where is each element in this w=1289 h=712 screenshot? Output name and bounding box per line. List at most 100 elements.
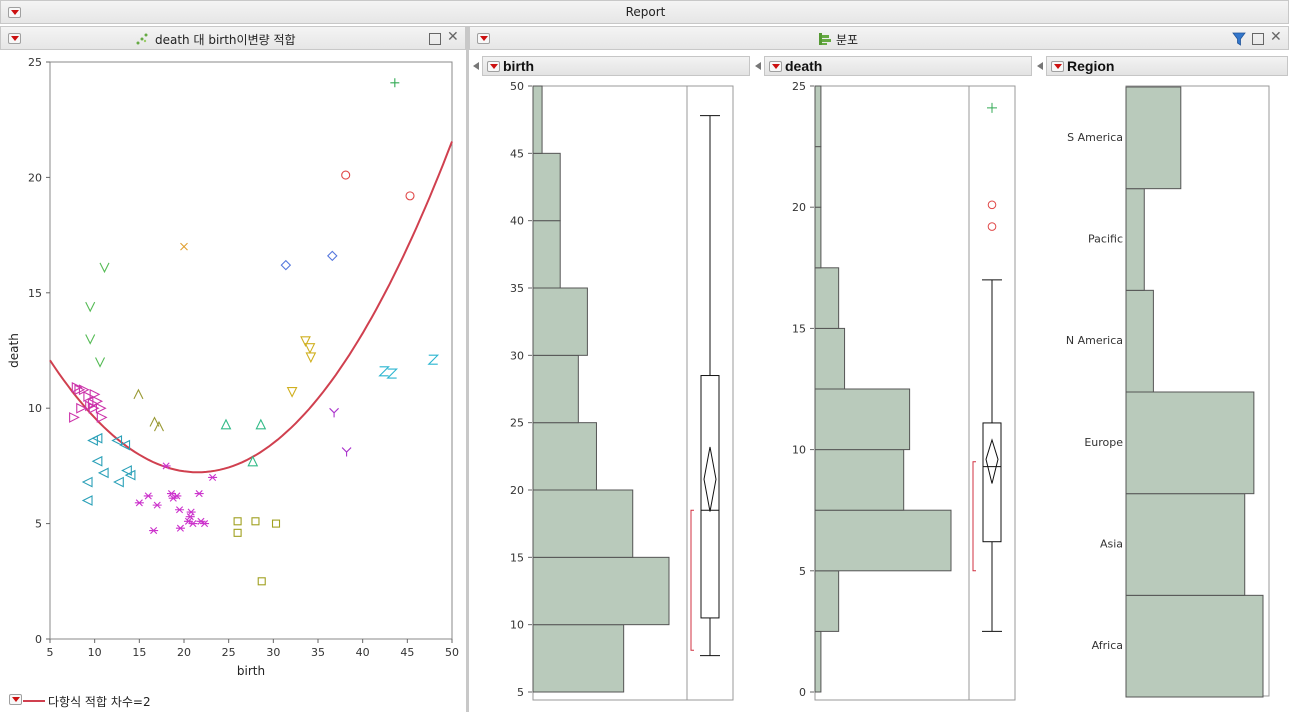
report-title: Report [625,5,666,19]
distribution-menu-button[interactable] [477,33,490,44]
outlier-point [987,102,997,113]
mosaic-bar [1125,391,1255,495]
data-point [121,465,132,476]
y-tick-label: 5 [517,686,524,699]
category-label: Europe [1084,436,1123,449]
histogram-bar [814,85,822,148]
category-label: Pacific [1088,233,1123,246]
region-mosaic-chart[interactable]: Africa Asia Europe N America Pacific S Americ… [1033,78,1289,706]
bivariate-title: death 대 birth이변량 적합 [155,33,296,47]
data-point [208,473,218,481]
fit-legend-label: 다항식 적합 차수=2 [48,695,151,709]
histogram-bar [814,146,822,208]
mean-diamond [703,446,717,512]
death-menu-button[interactable] [769,61,782,72]
y-tick-label: 20 [28,171,42,184]
histogram-bar [814,509,952,572]
quartile-box [700,375,720,619]
data-point [89,388,101,400]
data-point [233,517,242,526]
histogram-bar [532,422,597,491]
x-tick-label: 30 [266,646,280,659]
birth-histogram-chart[interactable]: 5 10 15 20 25 30 35 40 45 50 [469,78,749,706]
data-point [257,577,266,586]
data-point [251,517,260,526]
distribution-title: 분포 [836,33,859,47]
filter-icon[interactable] [1232,31,1246,47]
y-tick-label: 15 [510,551,524,564]
data-point [233,528,242,537]
maximize-icon[interactable] [429,33,441,45]
birth-menu-button[interactable] [487,61,500,72]
data-point [300,336,311,347]
histogram-icon [819,33,831,45]
data-point [99,262,110,274]
data-point [386,368,398,379]
x-tick-label: 35 [311,646,325,659]
birth-header: birth [482,56,750,76]
close-icon[interactable]: ✕ [447,29,459,45]
mosaic-bar [1125,289,1154,393]
y-tick-label: 25 [510,417,524,430]
y-tick-label: 20 [510,484,524,497]
death-header: death [764,56,1032,76]
data-point [69,412,80,423]
data-point [97,467,109,479]
disclosure-icon[interactable] [755,62,761,70]
category-label: Asia [1100,538,1123,551]
y-tick-label: 50 [510,80,524,93]
data-point [124,469,136,481]
data-point [194,490,204,498]
disclosure-icon[interactable] [1037,62,1043,70]
data-point [286,386,298,398]
report-menu-button[interactable] [8,7,21,18]
histogram-bar [814,267,840,329]
mosaic-bar [1125,493,1246,596]
pane-splitter[interactable] [466,26,469,712]
histogram-bar [814,327,846,390]
data-point [85,301,96,313]
histogram-bar [532,220,561,289]
data-point [378,366,390,377]
histogram-bar [532,354,579,424]
y-tick-label: 0 [35,633,42,646]
maximize-icon[interactable] [1252,33,1264,45]
data-point [111,435,123,446]
fit-menu-button[interactable] [9,694,22,705]
x-tick-label: 20 [177,646,191,659]
death-header-label: death [785,58,823,74]
data-point [81,476,93,488]
death-histogram-chart[interactable]: 0 5 10 15 20 25 [751,78,1033,706]
distribution-header: 분포 ✕ [469,26,1289,50]
disclosure-icon[interactable] [473,62,479,70]
data-point [304,343,316,354]
data-point [427,354,440,365]
y-tick-label: 35 [510,282,524,295]
data-point [341,170,351,180]
shortest-half-bracket [690,509,694,651]
shortest-half-bracket [972,461,976,572]
data-point [341,447,352,457]
x-tick-label: 45 [400,646,414,659]
data-point [390,78,400,88]
close-icon[interactable]: ✕ [1270,29,1282,45]
y-tick-label: 10 [792,444,806,457]
histogram-bar [532,152,561,222]
data-point [91,455,103,467]
histogram-bar [814,449,905,511]
fit-legend-line [23,700,45,702]
plot-frame [49,61,453,640]
bivariate-menu-button[interactable] [8,33,21,44]
report-titlebar: Report [0,0,1289,24]
y-tick-label: 15 [792,322,806,335]
region-menu-button[interactable] [1051,61,1064,72]
y-axis-label: death [7,333,21,368]
histogram-bar [814,388,911,451]
data-point [143,492,153,500]
data-point [271,519,281,528]
fit-legend: 다항식 적합 차수=2 [0,688,466,712]
x-tick-label: 50 [445,646,459,659]
mosaic-bar [1125,86,1182,190]
data-point [91,432,103,444]
